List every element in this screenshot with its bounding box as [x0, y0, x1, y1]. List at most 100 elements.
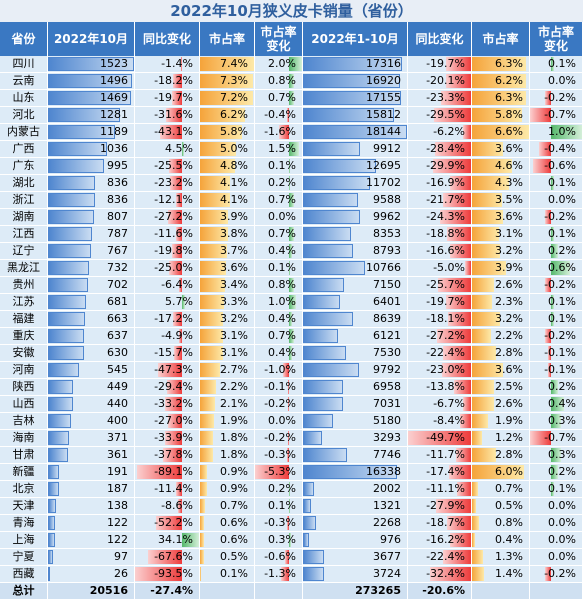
data-bar	[160, 125, 182, 139]
province-cell: 吉林	[0, 413, 48, 430]
value-cell: 787	[48, 226, 135, 243]
data-bar	[551, 295, 555, 309]
cell-text: -0.2%	[264, 397, 296, 410]
value-cell: -20.1%	[408, 73, 472, 90]
data-bar	[548, 363, 552, 377]
cell-text: -12.1%	[154, 193, 193, 206]
cell-text: 1.9%	[495, 414, 523, 427]
value-cell: 0.7%	[255, 226, 303, 243]
cell-text: 3.1%	[495, 227, 523, 240]
value-cell: 9962	[303, 209, 408, 226]
cell-text: 6.2%	[220, 108, 248, 121]
data-bar	[551, 125, 582, 139]
data-bar	[472, 346, 497, 360]
data-bar	[168, 210, 182, 224]
cell-text: 20516	[89, 584, 128, 597]
cell-text: 北京	[12, 482, 35, 495]
value-cell: -47.3%	[135, 362, 200, 379]
cell-text: -11.1%	[426, 482, 465, 495]
cell-text: -20.1%	[426, 74, 465, 87]
data-bar	[167, 380, 182, 394]
data-bar	[200, 210, 229, 224]
total-cell: 总计	[0, 583, 48, 600]
data-bar	[289, 278, 295, 292]
data-bar	[200, 312, 224, 326]
cell-text: 7.4%	[220, 57, 248, 70]
value-cell: -0.2%	[530, 328, 583, 345]
data-bar	[303, 329, 339, 343]
cell-text: 0.0%	[548, 516, 576, 529]
data-bar	[289, 261, 290, 275]
value-cell: 732	[48, 260, 135, 277]
value-cell: 0.0%	[530, 532, 583, 549]
data-bar	[551, 414, 561, 428]
cell-text: -11.4%	[154, 482, 193, 495]
cell-text: 4.1%	[220, 193, 248, 206]
data-bar	[442, 346, 471, 360]
cell-text: 云南	[12, 74, 35, 87]
cell-text: 江苏	[12, 295, 35, 308]
data-bar	[48, 550, 54, 564]
cell-text: 6121	[373, 329, 401, 342]
cell-text: 上海	[12, 533, 35, 546]
value-cell: 836	[48, 175, 135, 192]
value-cell: -22.4%	[408, 549, 472, 566]
value-cell: -18.7%	[408, 515, 472, 532]
data-bar	[472, 295, 492, 309]
cell-text: -23.3%	[426, 91, 465, 104]
value-cell: 5180	[303, 413, 408, 430]
data-bar	[200, 431, 214, 445]
value-cell: 2.1%	[200, 396, 255, 413]
cell-text: 广西	[12, 142, 35, 155]
value-cell: 2.7%	[200, 362, 255, 379]
cell-text: 0.2%	[548, 380, 576, 393]
data-bar	[48, 108, 121, 122]
data-bar	[181, 57, 182, 71]
data-bar	[48, 125, 116, 139]
data-bar	[287, 516, 290, 530]
value-cell: -0.6%	[530, 158, 583, 175]
value-cell: -12.1%	[135, 192, 200, 209]
value-cell: 0.4%	[255, 311, 303, 328]
data-bar	[169, 261, 182, 275]
cell-text: 8639	[373, 312, 401, 325]
data-bar	[472, 414, 489, 428]
cell-text: -0.2%	[544, 278, 576, 291]
cell-text: -47.3%	[154, 363, 193, 376]
cell-text: 0.3%	[548, 448, 576, 461]
province-cell: 湖南	[0, 209, 48, 226]
cell-text: -25.7%	[426, 278, 465, 291]
cell-text: 17316	[366, 57, 401, 70]
value-cell: 1523	[48, 56, 135, 73]
cell-text: -67.6%	[154, 550, 193, 563]
cell-text: 5.8%	[220, 125, 248, 138]
value-cell: -23.2%	[135, 175, 200, 192]
value-cell: -18.8%	[408, 226, 472, 243]
value-cell: 0.7%	[255, 90, 303, 107]
value-cell: 702	[48, 277, 135, 294]
value-cell: 3.2%	[200, 311, 255, 328]
value-cell: -93.5%	[135, 566, 200, 583]
cell-text: 630	[107, 346, 128, 359]
cell-text: -22.4%	[426, 550, 465, 563]
data-bar	[472, 193, 503, 207]
data-bar	[289, 499, 290, 513]
cell-text: 0.9%	[220, 465, 248, 478]
cell-text: -28.4%	[426, 142, 465, 155]
cell-text: -0.6%	[264, 550, 296, 563]
value-cell: 2.5%	[472, 379, 530, 396]
cell-text: 3.2%	[495, 244, 523, 257]
value-cell: 9792	[303, 362, 408, 379]
data-bar	[200, 227, 228, 241]
data-bar	[288, 380, 290, 394]
cell-text: 995	[107, 159, 128, 172]
data-bar	[48, 312, 86, 326]
value-cell: -29.4%	[135, 379, 200, 396]
value-cell: 0.1%	[255, 260, 303, 277]
data-bar	[303, 261, 365, 275]
data-bar	[303, 193, 358, 207]
data-bar	[303, 295, 340, 309]
title: 2022年10月狭义皮卡销量（省份）	[0, 0, 583, 22]
cell-text: 7530	[373, 346, 401, 359]
province-cell: 云南	[0, 73, 48, 90]
